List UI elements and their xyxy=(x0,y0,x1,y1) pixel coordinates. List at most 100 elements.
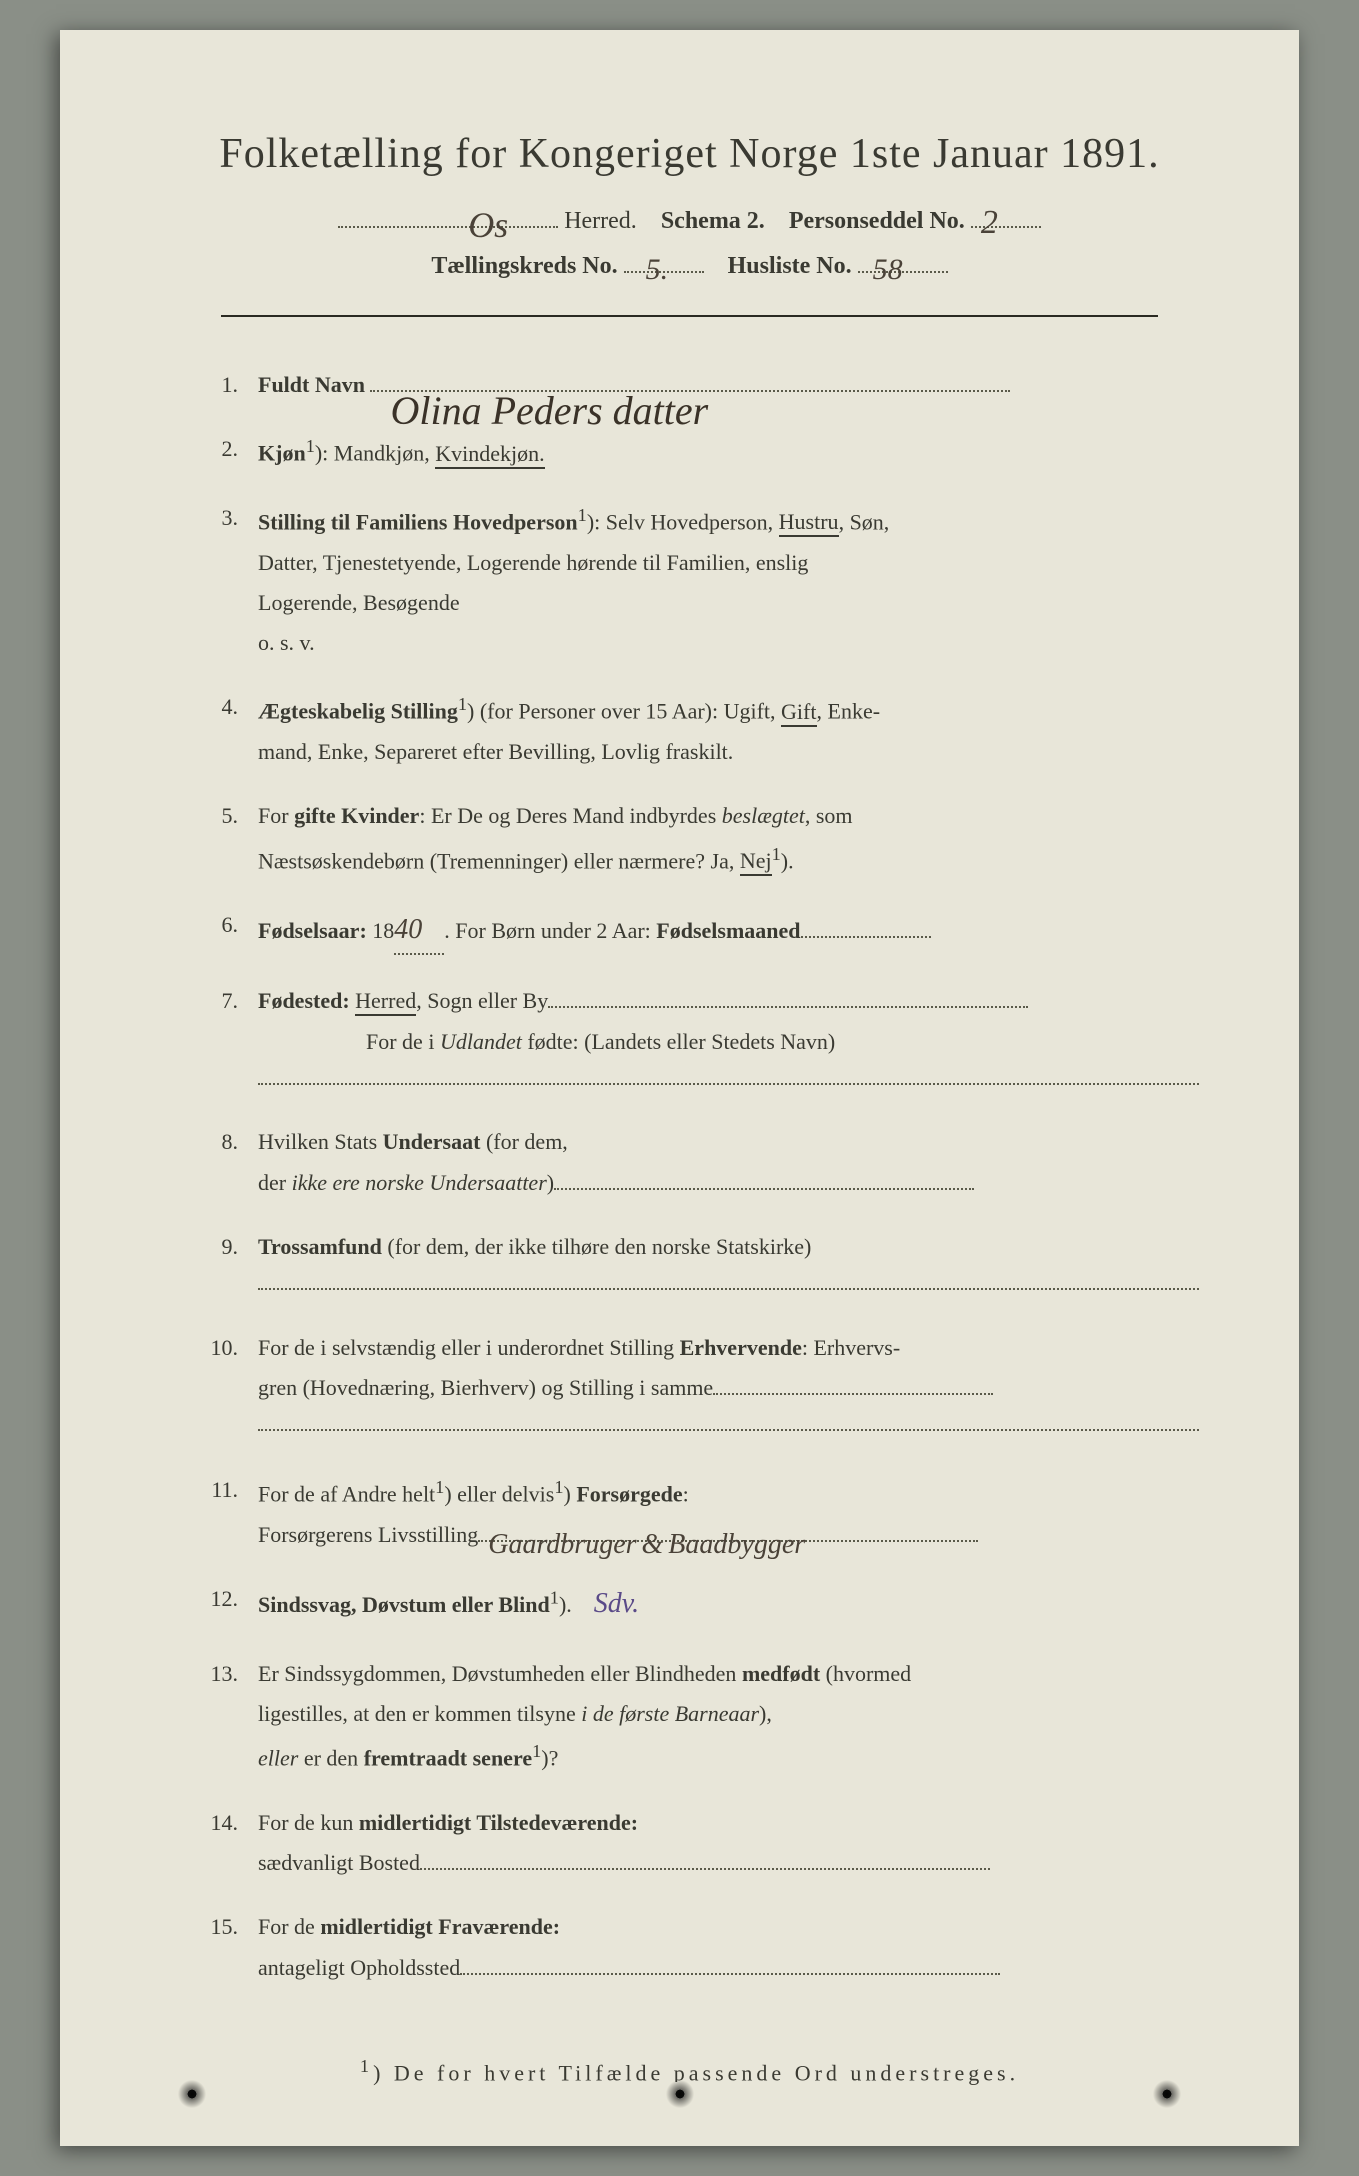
text: gren (Hovednæring, Bierhverv) og Stillin… xyxy=(258,1375,713,1400)
text: : Erhvervs- xyxy=(802,1335,900,1360)
entry-num: 11. xyxy=(200,1472,258,1553)
census-form-page: Folketælling for Kongeriget Norge 1ste J… xyxy=(60,30,1299,2146)
entry-11: 11. For de af Andre helt1) eller delvis1… xyxy=(200,1472,1199,1553)
entry-body: Hvilken Stats Undersaat (for dem, der ik… xyxy=(258,1124,1199,1201)
entry-6: 6. Fødselsaar: 1840. For Børn under 2 Aa… xyxy=(200,907,1199,955)
entry-label: Fuldt Navn xyxy=(258,372,365,397)
italic-text: beslægtet xyxy=(722,803,805,828)
birthplace-field xyxy=(548,1006,1028,1008)
underlined-value: Nej xyxy=(740,848,772,876)
sup: 1 xyxy=(772,844,781,864)
underlined-value: Kvindekjøn. xyxy=(435,441,544,469)
occupation-field xyxy=(713,1393,993,1395)
line: der ikke ere norske Undersaatter) xyxy=(258,1165,1199,1201)
dotted-line xyxy=(258,1288,1199,1290)
punch-hole xyxy=(180,2082,204,2106)
text: For de xyxy=(258,1914,320,1939)
text: Næstsøskendebørn (Tremenninger) eller næ… xyxy=(258,848,740,873)
label: Fødselsmaaned xyxy=(656,918,800,943)
sup: 1 xyxy=(435,1477,444,1497)
text: For xyxy=(258,803,294,828)
text: Forsørgerens Livsstilling xyxy=(258,1522,478,1547)
kreds-field: 5. xyxy=(624,271,704,273)
entry-3: 3. Stilling til Familiens Hovedperson1):… xyxy=(200,500,1199,662)
text: : Er De og Deres Mand indbyrdes xyxy=(419,803,721,828)
year-prefix: 18 xyxy=(372,918,394,943)
entry-body: For gifte Kvinder: Er De og Deres Mand i… xyxy=(258,798,1199,879)
entry-num: 7. xyxy=(200,983,258,1096)
entry-body: Stilling til Familiens Hovedperson1): Se… xyxy=(258,500,1199,662)
punch-hole xyxy=(668,2082,692,2106)
text: ) xyxy=(563,1482,576,1507)
entry-num: 2. xyxy=(200,431,258,472)
personseddel-value: 2 xyxy=(981,204,998,242)
text: fødte: (Landets eller Stedets Navn) xyxy=(522,1029,835,1054)
entry-label: medfødt xyxy=(742,1661,820,1686)
entry-8: 8. Hvilken Stats Undersaat (for dem, der… xyxy=(200,1124,1199,1201)
text: )? xyxy=(541,1745,558,1770)
text: ). xyxy=(781,848,794,873)
italic-text: eller xyxy=(258,1745,298,1770)
punch-hole xyxy=(1155,2082,1179,2106)
entry-num: 15. xyxy=(200,1909,258,1986)
entry-label: Kjøn xyxy=(258,441,306,466)
entry-label: Stilling til Familiens Hovedperson xyxy=(258,509,578,534)
entry-label: midlertidigt Tilstedeværende: xyxy=(359,1810,638,1835)
line: sædvanligt Bosted xyxy=(258,1845,1199,1881)
sup: 1 xyxy=(532,1741,541,1761)
text: For de i xyxy=(366,1029,440,1054)
sup: 1 xyxy=(306,436,315,456)
entry-body: Ægteskabelig Stilling1) (for Personer ov… xyxy=(258,689,1199,770)
underlined-value: Gift xyxy=(781,699,816,727)
kreds-value: 5. xyxy=(646,253,669,287)
husliste-value: 58 xyxy=(873,253,903,287)
entry-num: 8. xyxy=(200,1124,258,1201)
entry-num: 1. xyxy=(200,367,258,403)
text: er den xyxy=(298,1745,363,1770)
entry-body: Fuldt Navn Olina Peders datter xyxy=(258,367,1199,403)
header-divider xyxy=(221,315,1158,317)
italic-text: Udlandet xyxy=(440,1029,522,1054)
text: ), xyxy=(759,1701,772,1726)
text: ). xyxy=(559,1592,572,1617)
entry-label: Ægteskabelig Stilling xyxy=(258,699,458,724)
bold-text: fremtraadt senere xyxy=(364,1745,532,1770)
line: antageligt Opholdssted xyxy=(258,1950,1199,1986)
entry-body: For de kun midlertidigt Tilstedeværende:… xyxy=(258,1805,1199,1882)
line: gren (Hovednæring, Bierhverv) og Stillin… xyxy=(258,1370,1199,1406)
sup: 1 xyxy=(578,505,587,525)
text: ligestilles, at den er kommen tilsyne xyxy=(258,1701,581,1726)
entry-label: Sindssvag, Døvstum eller Blind xyxy=(258,1592,550,1617)
whereabouts-field xyxy=(460,1973,1000,1975)
entry-num: 10. xyxy=(200,1330,258,1443)
entry-12: 12. Sindssvag, Døvstum eller Blind1). Sd… xyxy=(200,1581,1199,1627)
disability-value: Sdv. xyxy=(594,1588,639,1619)
line: Næstsøskendebørn (Tremenninger) eller næ… xyxy=(258,839,1199,880)
entry-4: 4. Ægteskabelig Stilling1) (for Personer… xyxy=(200,689,1199,770)
entry-label: Undersaat xyxy=(383,1129,481,1154)
entry-body: Fødselsaar: 1840. For Børn under 2 Aar: … xyxy=(258,907,1199,955)
text: , Enke- xyxy=(817,699,881,724)
provider-field: Gaardbruger & Baadbygger xyxy=(478,1540,978,1542)
text: Hvilken Stats xyxy=(258,1129,383,1154)
underlined-value: Hustru xyxy=(779,509,839,537)
entry-label: midlertidigt Fraværende: xyxy=(320,1914,560,1939)
entry-body: For de af Andre helt1) eller delvis1) Fo… xyxy=(258,1472,1199,1553)
residence-field xyxy=(420,1868,990,1870)
text: ): Selv Hovedperson, xyxy=(587,509,779,534)
text: (for dem, der ikke tilhøre den norske St… xyxy=(382,1234,811,1259)
year-field: 40 xyxy=(394,907,444,955)
form-title: Folketælling for Kongeriget Norge 1ste J… xyxy=(180,130,1199,178)
entry-num: 13. xyxy=(200,1656,258,1777)
entry-14: 14. For de kun midlertidigt Tilstedevære… xyxy=(200,1805,1199,1882)
entry-label: Fødested: xyxy=(258,988,355,1013)
husliste-label: Husliste No. xyxy=(728,253,852,279)
dotted-line xyxy=(258,1429,1199,1431)
entry-1: 1. Fuldt Navn Olina Peders datter xyxy=(200,367,1199,403)
text: (for dem, xyxy=(480,1129,567,1154)
personseddel-label: Personseddel No. xyxy=(789,208,965,234)
text: ) eller delvis xyxy=(444,1482,554,1507)
text: antageligt Opholdssted xyxy=(258,1955,460,1980)
year-value: 40 xyxy=(394,914,422,945)
entry-body: For de i selvstændig eller i underordnet… xyxy=(258,1330,1199,1443)
